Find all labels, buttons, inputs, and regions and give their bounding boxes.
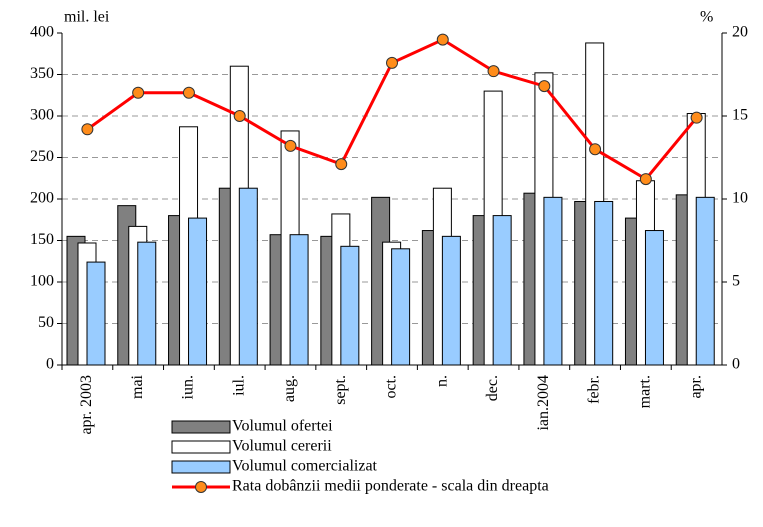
- marker: [690, 111, 703, 124]
- bar: [86, 261, 106, 366]
- marker: [589, 143, 602, 156]
- bar: [492, 215, 512, 366]
- bar: [340, 245, 360, 366]
- y-tick-label: 400: [30, 24, 54, 41]
- marker: [538, 80, 551, 93]
- bar: [644, 230, 664, 366]
- legend-swatch: [171, 440, 231, 454]
- x-tick-label: oct.: [383, 375, 400, 399]
- legend-label: Volumul ofertei: [232, 418, 333, 435]
- marker: [487, 65, 500, 78]
- marker: [284, 139, 297, 152]
- x-tick-label: apr.: [687, 375, 704, 399]
- x-tick-label: iul.: [230, 375, 247, 396]
- x-tick-label: dec.: [484, 375, 501, 401]
- y-tick-label: 100: [30, 273, 54, 290]
- bar: [695, 196, 715, 366]
- marker: [436, 33, 449, 46]
- x-tick-label: ian.2004: [535, 375, 552, 431]
- bar: [188, 217, 208, 366]
- x-tick-label: iun.: [180, 375, 197, 399]
- x-tick-label: sept.: [332, 375, 349, 405]
- bar: [594, 200, 614, 366]
- y2-tick-label: 20: [732, 24, 748, 41]
- y2-tick-label: 5: [732, 273, 740, 290]
- bar: [137, 241, 157, 366]
- y-tick-label: 150: [30, 231, 54, 248]
- y-axis-label: mil. lei: [64, 9, 110, 26]
- legend-swatch: [171, 420, 231, 434]
- x-tick-label: apr. 2003: [78, 375, 95, 435]
- legend-label: Rata dobânzii medii ponderate - scala di…: [232, 478, 549, 495]
- y2-axis-label: %: [700, 9, 713, 26]
- x-tick-label: aug.: [281, 375, 298, 402]
- y2-tick-label: 10: [732, 190, 748, 207]
- marker: [233, 110, 246, 122]
- legend-marker: [195, 481, 207, 493]
- x-tick-label: n.: [433, 375, 450, 387]
- y-tick-label: 300: [30, 107, 54, 124]
- bar: [289, 234, 309, 366]
- legend-label: Volumul cererii: [232, 438, 332, 455]
- marker: [132, 86, 145, 99]
- marker: [182, 86, 195, 99]
- y-tick-label: 250: [30, 148, 54, 165]
- legend-label: Volumul comercializat: [232, 458, 378, 475]
- y-tick-label: 350: [30, 65, 54, 82]
- bar: [543, 196, 563, 366]
- bar: [441, 235, 461, 366]
- y-tick-label: 0: [46, 356, 54, 373]
- legend-swatch: [171, 460, 231, 474]
- y2-tick-label: 15: [732, 107, 748, 124]
- y-tick-label: 200: [30, 190, 54, 207]
- marker: [639, 173, 652, 186]
- bar: [391, 248, 411, 366]
- marker: [81, 123, 94, 136]
- marker: [386, 56, 398, 69]
- y2-tick-label: 0: [732, 356, 740, 373]
- marker: [335, 158, 348, 171]
- bar: [238, 187, 258, 366]
- y-tick-label: 50: [38, 314, 54, 331]
- x-tick-label: febr.: [586, 375, 603, 404]
- x-tick-label: mart.: [637, 375, 654, 408]
- x-tick-label: mai: [129, 374, 146, 399]
